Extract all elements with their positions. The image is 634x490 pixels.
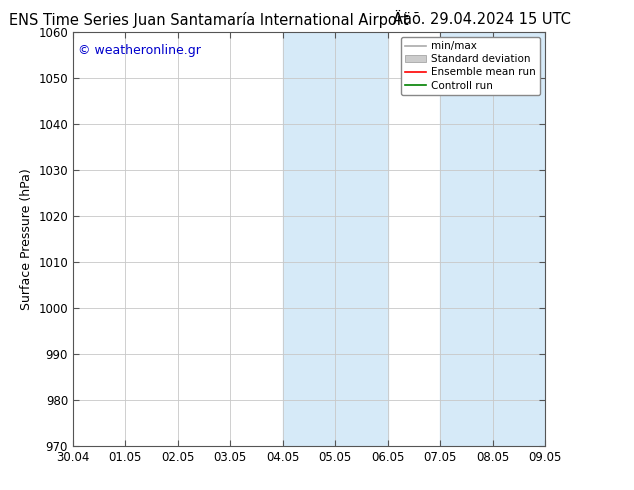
- Bar: [440, 32, 545, 446]
- Y-axis label: Surface Pressure (hPa): Surface Pressure (hPa): [20, 168, 33, 310]
- Legend: min/max, Standard deviation, Ensemble mean run, Controll run: min/max, Standard deviation, Ensemble me…: [401, 37, 540, 95]
- Text: © weatheronline.gr: © weatheronline.gr: [77, 44, 200, 57]
- Text: Ääõ. 29.04.2024 15 UTC: Ääõ. 29.04.2024 15 UTC: [393, 12, 571, 27]
- Bar: [283, 32, 388, 446]
- Text: ENS Time Series Juan Santamaría International Airport: ENS Time Series Juan Santamaría Internat…: [10, 12, 409, 28]
